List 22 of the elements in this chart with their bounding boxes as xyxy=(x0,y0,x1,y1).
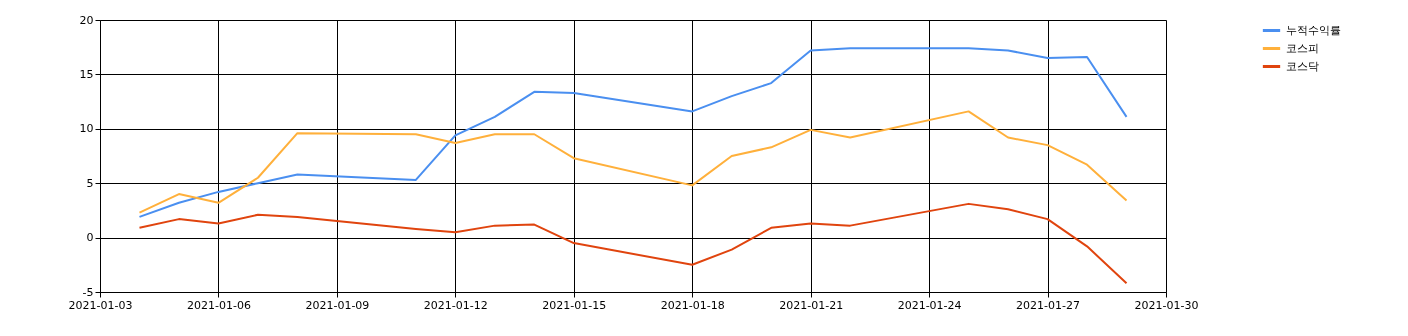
x-tick-label: 2021-01-03 xyxy=(68,298,133,312)
legend-label: 누적수익률 xyxy=(1286,23,1341,37)
x-tick-label: 2021-01-15 xyxy=(542,298,607,312)
legend-label: 코스피 xyxy=(1286,41,1319,55)
line-series xyxy=(138,202,1128,285)
y-tick-label: -5 xyxy=(82,285,94,299)
y-tick-label: 10 xyxy=(79,122,94,136)
y-tick-label: 20 xyxy=(79,13,94,27)
x-tick-label: 2021-01-06 xyxy=(186,298,251,312)
x-tick-label: 2021-01-12 xyxy=(423,298,488,312)
x-tick-label: 2021-01-09 xyxy=(305,298,370,312)
x-tick-label: 2021-01-18 xyxy=(660,298,725,312)
line-series xyxy=(138,110,1128,214)
x-tick-label: 2021-01-27 xyxy=(1016,298,1081,312)
x-tick-label: 2021-01-21 xyxy=(779,298,844,312)
legend-label: 코스닥 xyxy=(1286,59,1319,73)
y-tick-label: 0 xyxy=(86,231,94,245)
line-series xyxy=(138,47,1128,218)
y-tick-label: 15 xyxy=(79,67,94,81)
y-tick-label: 5 xyxy=(86,176,94,190)
x-tick-label: 2021-01-30 xyxy=(1134,298,1199,312)
x-tick-label: 2021-01-24 xyxy=(897,298,962,312)
